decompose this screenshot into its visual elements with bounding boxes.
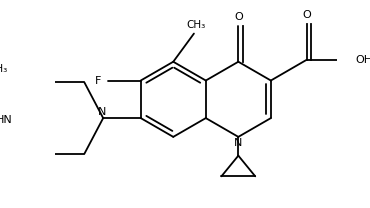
Text: O: O [302, 10, 311, 20]
Text: F: F [95, 76, 102, 85]
Text: N: N [234, 139, 242, 149]
Text: CH₃: CH₃ [0, 64, 7, 74]
Text: CH₃: CH₃ [186, 20, 205, 30]
Text: O: O [234, 12, 243, 22]
Text: HN: HN [0, 115, 13, 125]
Text: OH: OH [356, 55, 370, 65]
Text: N: N [98, 108, 107, 118]
